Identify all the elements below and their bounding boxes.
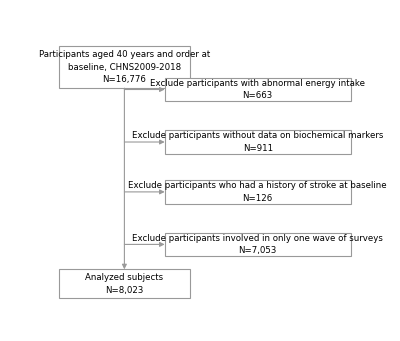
Bar <box>59 269 190 298</box>
Text: Exclude participants without data on biochemical markers
N=911: Exclude participants without data on bio… <box>132 131 383 153</box>
Text: Analyzed subjects
N=8,023: Analyzed subjects N=8,023 <box>85 273 164 295</box>
Text: Participants aged 40 years and order at
baseline, CHNS2009-2018
N=16,776: Participants aged 40 years and order at … <box>39 50 210 84</box>
Bar <box>59 46 190 88</box>
Bar <box>165 233 351 256</box>
Text: Exclude participants who had a history of stroke at baseline
N=126: Exclude participants who had a history o… <box>128 181 387 203</box>
Bar <box>165 78 351 101</box>
Bar <box>165 180 351 204</box>
Bar <box>165 130 351 154</box>
Text: Exclude participants involved in only one wave of surveys
N=7,053: Exclude participants involved in only on… <box>132 234 383 255</box>
Text: Exclude participants with abnormal energy intake
N=663: Exclude participants with abnormal energ… <box>150 79 365 100</box>
